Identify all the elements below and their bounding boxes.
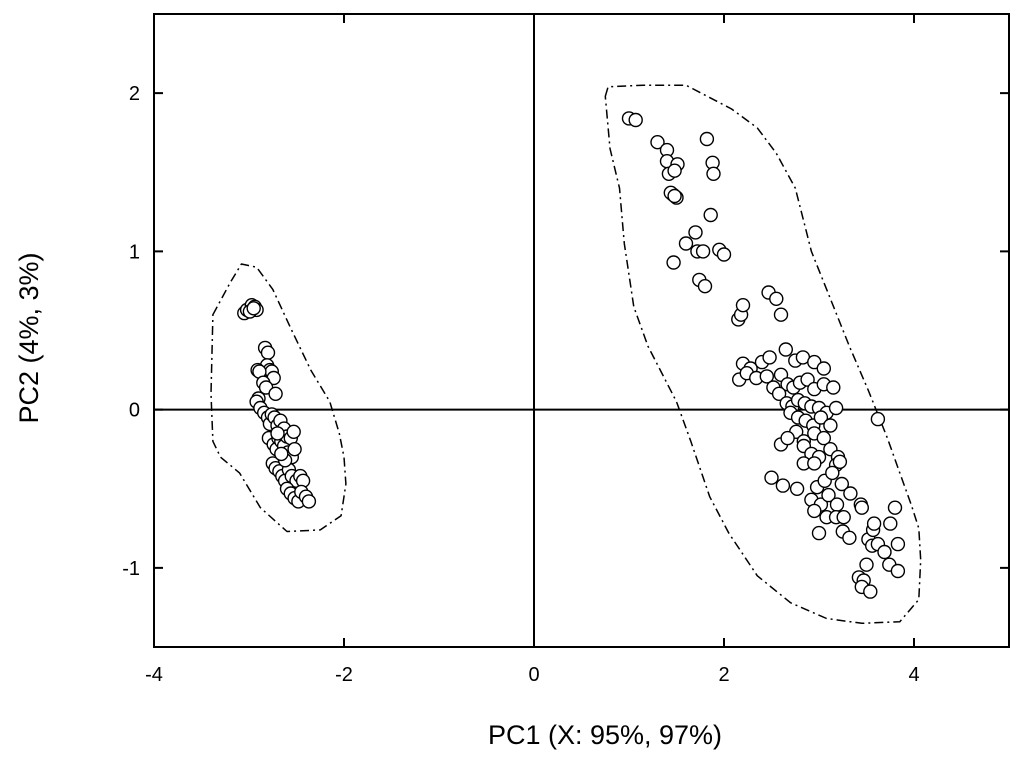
data-point-cluster-2 <box>735 298 751 313</box>
data-point-cluster-2 <box>854 500 869 515</box>
data-point-cluster-2 <box>883 516 898 531</box>
data-point-cluster-2 <box>829 497 845 512</box>
data-point-cluster-2 <box>887 500 903 515</box>
data-point-cluster-2 <box>813 410 829 425</box>
data-point-cluster-2 <box>759 369 774 384</box>
data-point-cluster-1 <box>270 426 285 441</box>
data-point-cluster-1 <box>287 442 302 457</box>
x-tick-label: 2 <box>718 664 729 686</box>
data-point-cluster-2 <box>769 291 784 306</box>
data-point-cluster-2 <box>773 307 789 322</box>
x-tick-label: 0 <box>528 664 539 686</box>
y-tick-label: 2 <box>129 83 140 105</box>
data-point-cluster-2 <box>859 557 874 572</box>
data-point-cluster-2 <box>628 112 643 128</box>
data-point-cluster-2 <box>866 516 882 531</box>
data-point-cluster-2 <box>890 563 906 579</box>
y-tick-label: -1 <box>122 558 140 580</box>
data-point-cluster-2 <box>823 418 838 433</box>
data-point-cluster-2 <box>695 244 711 259</box>
data-point-cluster-2 <box>697 279 713 294</box>
data-point-cluster-1 <box>286 424 301 439</box>
data-point-cluster-2 <box>832 454 848 469</box>
data-point-cluster-1 <box>246 301 261 316</box>
data-point-cluster-2 <box>780 430 795 446</box>
y-tick-label: 1 <box>129 241 140 263</box>
plot-frame <box>153 13 1010 648</box>
data-point-cluster-2 <box>699 131 715 147</box>
data-point-cluster-2 <box>843 486 858 501</box>
data-point-cluster-2 <box>775 478 791 493</box>
data-point-cluster-2 <box>834 476 849 492</box>
data-point-cluster-2 <box>650 134 665 150</box>
data-point-cluster-2 <box>836 510 851 525</box>
data-point-cluster-2 <box>877 544 892 560</box>
data-point-cluster-1 <box>274 446 289 462</box>
x-tick-label: -2 <box>335 664 353 686</box>
data-point-cluster-2 <box>667 163 682 178</box>
x-tick-label: 4 <box>908 664 919 686</box>
y-axis-title: PC2 (4%, 3%) <box>14 252 44 423</box>
data-point-cluster-2 <box>870 411 886 427</box>
data-point-cluster-2 <box>716 247 732 262</box>
data-point-cluster-2 <box>764 470 779 485</box>
data-point-cluster-2 <box>706 166 721 182</box>
data-point-cluster-2 <box>842 530 857 545</box>
data-points <box>237 111 906 599</box>
data-point-cluster-1 <box>260 345 276 360</box>
data-point-cluster-2 <box>890 536 906 552</box>
data-point-cluster-2 <box>811 525 827 541</box>
data-point-cluster-2 <box>821 487 836 503</box>
x-tick-label: -4 <box>145 664 163 686</box>
data-point-cluster-2 <box>828 400 844 416</box>
data-point-cluster-2 <box>667 188 682 204</box>
data-point-cluster-2 <box>816 361 831 376</box>
data-point-cluster-2 <box>666 255 681 270</box>
data-point-cluster-2 <box>771 386 787 401</box>
data-point-cluster-2 <box>826 380 841 395</box>
data-point-cluster-1 <box>301 494 317 509</box>
data-point-cluster-2 <box>703 207 718 223</box>
x-axis-title: PC1 (X: 95%, 97%) <box>488 720 722 750</box>
data-point-cluster-2 <box>816 430 831 446</box>
data-point-cluster-2 <box>688 225 703 240</box>
data-point-cluster-2 <box>762 350 777 365</box>
cluster-outline-1 <box>210 263 347 533</box>
data-point-cluster-2 <box>863 584 878 599</box>
data-point-cluster-2 <box>778 342 793 357</box>
data-point-cluster-2 <box>807 456 822 471</box>
data-point-cluster-2 <box>789 481 805 496</box>
data-point-cluster-2 <box>678 236 694 251</box>
data-point-cluster-2 <box>825 465 840 481</box>
cluster-outlines <box>210 84 922 625</box>
data-point-cluster-1 <box>268 386 283 401</box>
y-tick-label: 0 <box>129 400 140 422</box>
data-point-cluster-2 <box>807 503 822 519</box>
axis-ticks: -4 -2 0 2 4 -1 0 1 2 <box>122 14 1009 686</box>
